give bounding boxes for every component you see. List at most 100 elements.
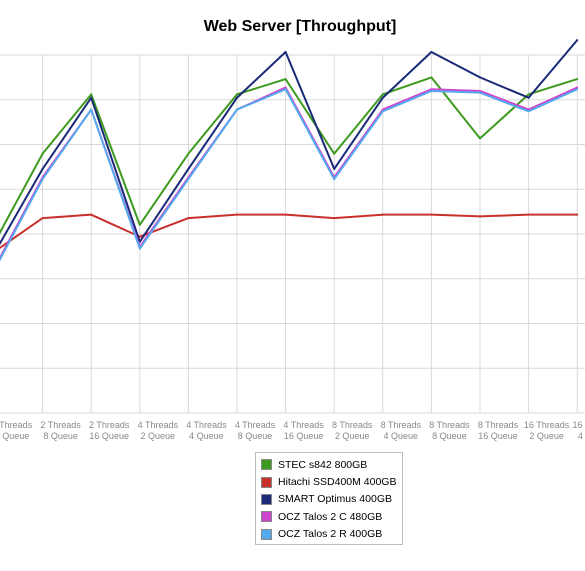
x-tick-label: 8 Threads <box>478 420 519 430</box>
data-point <box>284 88 287 91</box>
data-point <box>430 76 433 79</box>
legend-item: STEC s842 800GB <box>261 456 402 473</box>
data-point <box>236 93 238 96</box>
data-point <box>430 89 433 92</box>
data-point <box>187 217 190 220</box>
data-point <box>284 50 287 53</box>
data-point <box>187 152 190 155</box>
data-point <box>333 152 336 155</box>
series-lines <box>0 39 579 262</box>
legend-item: Hitachi SSD400M 400GB <box>261 473 402 490</box>
legend-label: STEC s842 800GB <box>278 458 368 471</box>
legend-item: SMART Optimus 400GB <box>261 491 402 508</box>
gridlines <box>0 54 585 414</box>
data-point <box>284 78 287 81</box>
data-point <box>576 88 579 91</box>
data-point <box>90 108 93 111</box>
x-tick-label: 16 Queue <box>284 431 324 441</box>
data-point <box>236 213 238 216</box>
data-point <box>333 217 336 220</box>
data-point <box>527 96 530 99</box>
data-point <box>333 167 336 170</box>
data-point <box>479 76 481 79</box>
x-tick-label: 2 Queue <box>335 431 370 441</box>
x-tick-label: 4 Threads <box>138 420 179 430</box>
data-point <box>138 223 141 226</box>
data-point <box>90 213 93 216</box>
x-tick-label: 16 Queue <box>89 431 129 441</box>
chart-title: Web Server [Throughput] <box>203 18 397 35</box>
legend-label: Hitachi SSD400M 400GB <box>278 476 397 489</box>
series-line <box>0 88 578 262</box>
data-point <box>479 89 481 92</box>
legend-label: OCZ Talos 2 R 400GB <box>278 528 383 541</box>
x-tick-label: 2 Threads <box>0 420 33 430</box>
data-point <box>90 96 93 99</box>
data-point <box>430 213 433 216</box>
data-point <box>187 167 190 170</box>
x-tick-label: 4 Queue <box>0 431 29 441</box>
data-point <box>90 93 93 96</box>
data-point <box>430 88 433 91</box>
data-point <box>381 93 384 96</box>
data-point <box>138 247 141 250</box>
data-point <box>41 178 44 181</box>
data-point <box>576 78 579 81</box>
x-tick-label: 16 Queue <box>478 431 518 441</box>
x-tick-label: 4 Threads <box>283 420 324 430</box>
x-tick-label: 2 Queue <box>141 431 176 441</box>
data-point <box>527 213 530 216</box>
series-line <box>0 39 578 246</box>
legend-label: SMART Optimus 400GB <box>278 493 392 506</box>
data-point <box>430 50 433 53</box>
data-point <box>527 93 530 96</box>
x-tick-label: 8 Queue <box>432 431 467 441</box>
data-point <box>284 213 287 216</box>
x-tick-label: 8 Threads <box>381 420 422 430</box>
data-point <box>138 240 141 243</box>
legend-item: OCZ Talos 2 C 480GB <box>261 508 402 525</box>
legend-label: OCZ Talos 2 C 480GB <box>278 510 383 523</box>
x-tick-label: 4 Queue <box>384 431 419 441</box>
x-tick-label: 2 Threads <box>40 420 81 430</box>
x-tick-label: 2 Queue <box>529 431 564 441</box>
legend-item: OCZ Talos 2 R 400GB <box>261 526 402 543</box>
x-tick-label: 8 Threads <box>332 420 373 430</box>
legend-swatch <box>261 493 272 505</box>
x-tick-label: 4 Threads <box>186 420 227 430</box>
x-tick-label: 8 Queue <box>43 431 78 441</box>
data-point <box>576 86 579 89</box>
data-point <box>479 91 481 94</box>
legend: STEC s842 800GB Hitachi SSD400M 400GB SMAR… <box>255 452 403 545</box>
data-point <box>41 217 44 220</box>
data-point <box>41 152 44 155</box>
x-tick-label: 2 Threads <box>89 420 130 430</box>
data-point <box>381 96 384 99</box>
data-point <box>236 96 238 99</box>
legend-swatch <box>261 511 272 523</box>
data-point <box>284 86 287 89</box>
data-point <box>333 178 336 181</box>
data-point <box>576 213 579 216</box>
data-point <box>236 108 238 111</box>
series-line <box>0 213 578 250</box>
x-tick-label: 16 Threads <box>573 420 585 430</box>
x-tick-label: 4 Queue <box>189 431 224 441</box>
data-point <box>576 39 579 42</box>
x-tick-label: 8 Queue <box>238 431 273 441</box>
legend-swatch <box>261 476 272 488</box>
data-point <box>187 178 190 181</box>
legend-swatch <box>261 528 272 540</box>
x-tick-label: 16 Threads <box>524 420 570 430</box>
legend-swatch <box>261 459 272 471</box>
x-tick-label: 8 Threads <box>429 420 470 430</box>
data-point <box>41 167 44 170</box>
data-point <box>527 110 530 113</box>
data-point <box>479 215 481 218</box>
data-point <box>479 137 481 140</box>
x-tick-label: 4 Queue <box>578 431 585 441</box>
x-tick-label: 4 Threads <box>235 420 276 430</box>
data-point <box>381 213 384 216</box>
